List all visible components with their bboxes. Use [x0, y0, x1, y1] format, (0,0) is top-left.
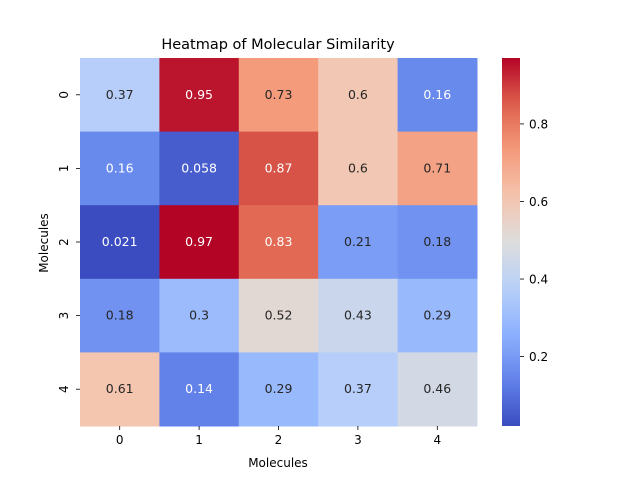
cell-value-label-r0-c2: 0.73 — [265, 87, 293, 102]
cell-value-label-r2-c0: 0.021 — [102, 234, 138, 249]
y-tick-label-4: 4 — [57, 385, 71, 393]
heatmap-cell-r3-c3 — [318, 278, 399, 353]
cell-value-label-r3-c1: 0.3 — [189, 308, 209, 323]
cell-value-label-r2-c2: 0.83 — [265, 234, 293, 249]
y-tick-label-0: 0 — [57, 91, 71, 99]
x-tick-label-2: 2 — [275, 433, 283, 447]
heatmap-cell-r1-c3 — [318, 131, 399, 206]
cell-value-label-r4-c2: 0.29 — [265, 381, 293, 396]
heatmap-cell-r2-c2 — [238, 205, 319, 280]
heatmap-cell-r4-c2 — [238, 352, 319, 427]
y-tick-label-2: 2 — [57, 238, 71, 246]
cell-value-label-r4-c0: 0.61 — [106, 381, 134, 396]
cell-value-label-r0-c3: 0.6 — [348, 87, 368, 102]
chart-title: Heatmap of Molecular Similarity — [161, 37, 395, 53]
heatmap-cell-r1-c4 — [397, 131, 478, 206]
cell-value-label-r2-c1: 0.97 — [185, 234, 213, 249]
heatmap-cell-r3-c2 — [238, 278, 319, 353]
cell-value-label-r2-c4: 0.18 — [423, 234, 451, 249]
x-axis-ticks: 0 1 2 3 4 — [116, 426, 441, 447]
heatmap-cell-r4-c4 — [397, 352, 478, 427]
heatmap-cell-r2-c3 — [318, 205, 399, 280]
heatmap-cell-r0-c3 — [318, 58, 399, 133]
heatmap-cell-r1-c2 — [238, 131, 319, 206]
heatmap-cell-r2-c1 — [159, 205, 240, 280]
heatmap-cell-r4-c3 — [318, 352, 399, 427]
heatmap-cell-r4-c0 — [80, 352, 160, 427]
cell-value-label-r3-c4: 0.29 — [423, 308, 451, 323]
heatmap-cell-r0-c4 — [397, 58, 478, 133]
x-axis-label: Molecules — [248, 456, 308, 470]
heatmap-cell-r3-c1 — [159, 278, 240, 353]
colorbar-tick-label-1: 0.4 — [529, 273, 548, 287]
heatmap-cell-r2-c4 — [397, 205, 478, 280]
colorbar-tick-label-3: 0.8 — [529, 117, 548, 131]
x-tick-label-0: 0 — [116, 433, 124, 447]
heatmap-cells: 0.37 0.95 0.73 0.6 0.16 0.16 0.058 0.87 0.6 0.71 0… — [80, 58, 478, 427]
cell-value-label-r3-c0: 0.18 — [106, 308, 134, 323]
heatmap-cell-r1-c0 — [80, 131, 160, 206]
heatmap-cell-r1-c1 — [159, 131, 240, 206]
cell-value-label-r0-c1: 0.95 — [185, 87, 213, 102]
x-tick-label-4: 4 — [433, 433, 441, 447]
cell-value-label-r1-c0: 0.16 — [106, 160, 134, 175]
cell-value-label-r1-c3: 0.6 — [348, 160, 368, 175]
y-axis-ticks: 0 1 2 3 4 — [57, 91, 80, 393]
heatmap-cell-r2-c0 — [80, 205, 160, 280]
cell-value-label-r1-c1: 0.058 — [181, 160, 217, 175]
colorbar — [502, 58, 520, 426]
colorbar-tick-label-0: 0.2 — [529, 350, 548, 364]
x-tick-label-3: 3 — [354, 433, 362, 447]
heatmap-cell-r0-c1 — [159, 58, 240, 133]
y-axis-label: Molecules — [37, 213, 51, 273]
heatmap-cell-r3-c4 — [397, 278, 478, 353]
cell-value-label-r4-c1: 0.14 — [185, 381, 213, 396]
y-tick-label-1: 1 — [57, 165, 71, 173]
x-tick-label-1: 1 — [195, 433, 203, 447]
colorbar-ticks: 0.2 0.4 0.6 0.8 — [520, 117, 548, 364]
heatmap-cell-r4-c1 — [159, 352, 240, 427]
cell-value-label-r0-c0: 0.37 — [106, 87, 134, 102]
cell-value-label-r3-c2: 0.52 — [265, 308, 293, 323]
heatmap-cell-r0-c0 — [80, 58, 160, 133]
cell-value-label-r1-c2: 0.87 — [265, 160, 293, 175]
cell-value-label-r1-c4: 0.71 — [423, 160, 451, 175]
heatmap-cell-r3-c0 — [80, 278, 160, 353]
colorbar-tick-label-2: 0.6 — [529, 195, 548, 209]
cell-value-label-r4-c3: 0.37 — [344, 381, 372, 396]
cell-value-label-r3-c3: 0.43 — [344, 308, 372, 323]
heatmap-cell-r0-c2 — [238, 58, 319, 133]
cell-value-label-r0-c4: 0.16 — [423, 87, 451, 102]
cell-value-label-r2-c3: 0.21 — [344, 234, 372, 249]
cell-value-label-r4-c4: 0.46 — [423, 381, 451, 396]
y-tick-label-3: 3 — [57, 312, 71, 320]
